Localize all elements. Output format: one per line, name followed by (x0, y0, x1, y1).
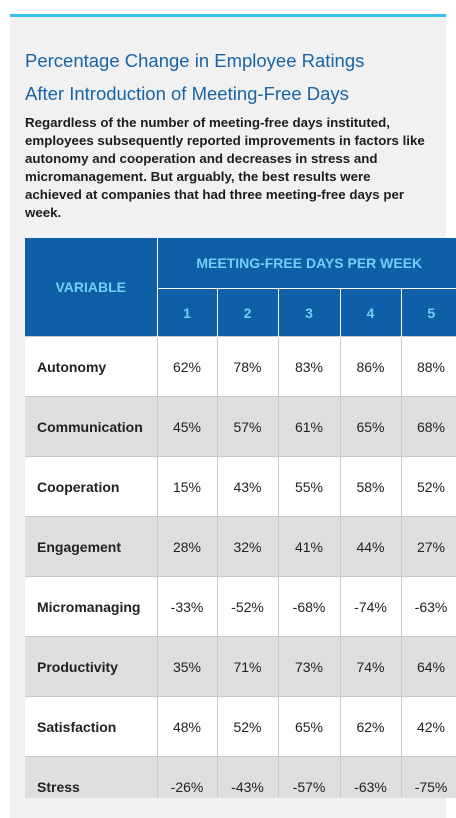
group-header: MEETING-FREE DAYS PER WEEK (156, 238, 456, 289)
cell: 15% (156, 456, 218, 517)
cell: 44% (339, 516, 402, 577)
table-row: Productivity 35% 71% 73% 74% 64% (25, 636, 456, 697)
cell: 28% (156, 516, 218, 577)
cell: 55% (277, 456, 341, 517)
cell: 73% (277, 636, 341, 697)
cell: 42% (400, 696, 456, 757)
title-line: After Introduction of Meeting-Free Days (25, 83, 349, 104)
column-header: 3 (277, 288, 340, 337)
cell: 71% (216, 636, 279, 697)
cell: 88% (400, 336, 456, 397)
cell: -63% (400, 576, 456, 637)
cell: 86% (339, 336, 402, 397)
cell: 57% (216, 396, 279, 457)
row-label: Productivity (25, 636, 158, 697)
cell: -26% (156, 756, 218, 798)
cell: -57% (277, 756, 341, 798)
cell: 83% (277, 336, 341, 397)
table-row: Cooperation 15% 43% 55% 58% 52% (25, 456, 456, 517)
row-label: Communication (25, 396, 158, 457)
column-header: 1 (156, 288, 217, 337)
row-label: Cooperation (25, 456, 158, 517)
row-label: Engagement (25, 516, 158, 577)
table-row: Communication 45% 57% 61% 65% 68% (25, 396, 456, 457)
cell: 65% (277, 696, 341, 757)
cell: 48% (156, 696, 218, 757)
cell: 43% (216, 456, 279, 517)
column-header: 5 (400, 288, 456, 337)
cell: 78% (216, 336, 279, 397)
column-header: 4 (339, 288, 401, 337)
row-label: Satisfaction (25, 696, 158, 757)
cell: 61% (277, 396, 341, 457)
cell: -43% (216, 756, 279, 798)
cell: 52% (400, 456, 456, 517)
cell: 27% (400, 516, 456, 577)
cell: 52% (216, 696, 279, 757)
cell: -63% (339, 756, 402, 798)
row-label: Autonomy (25, 336, 158, 397)
cell: 41% (277, 516, 341, 577)
cell: 74% (339, 636, 402, 697)
cell: 58% (339, 456, 402, 517)
table-row: Stress -26% -43% -57% -63% -75% (25, 756, 456, 798)
table-row: Autonomy 62% 78% 83% 86% 88% (25, 336, 456, 397)
cell: 64% (400, 636, 456, 697)
cell: -52% (216, 576, 279, 637)
table-row: Satisfaction 48% 52% 65% 62% 42% (25, 696, 456, 757)
cell: -68% (277, 576, 341, 637)
column-header: 2 (216, 288, 278, 337)
description: Regardless of the number of meeting-free… (25, 115, 425, 220)
table-row: Micromanaging -33% -52% -68% -74% -63% (25, 576, 456, 637)
table-row: Engagement 28% 32% 41% 44% 27% (25, 516, 456, 577)
cell: 62% (156, 336, 218, 397)
cell: -33% (156, 576, 218, 637)
cell: 35% (156, 636, 218, 697)
cell: 45% (156, 396, 218, 457)
cell: 62% (339, 696, 402, 757)
cell: -74% (339, 576, 402, 637)
row-label: Micromanaging (25, 576, 158, 637)
cell: 65% (339, 396, 402, 457)
row-label: Stress (25, 756, 158, 798)
title-line: Percentage Change in Employee Ratings (25, 50, 365, 71)
cell: 32% (216, 516, 279, 577)
variable-header: VARIABLE (25, 238, 157, 337)
cell: 68% (400, 396, 456, 457)
cell: -75% (400, 756, 456, 798)
